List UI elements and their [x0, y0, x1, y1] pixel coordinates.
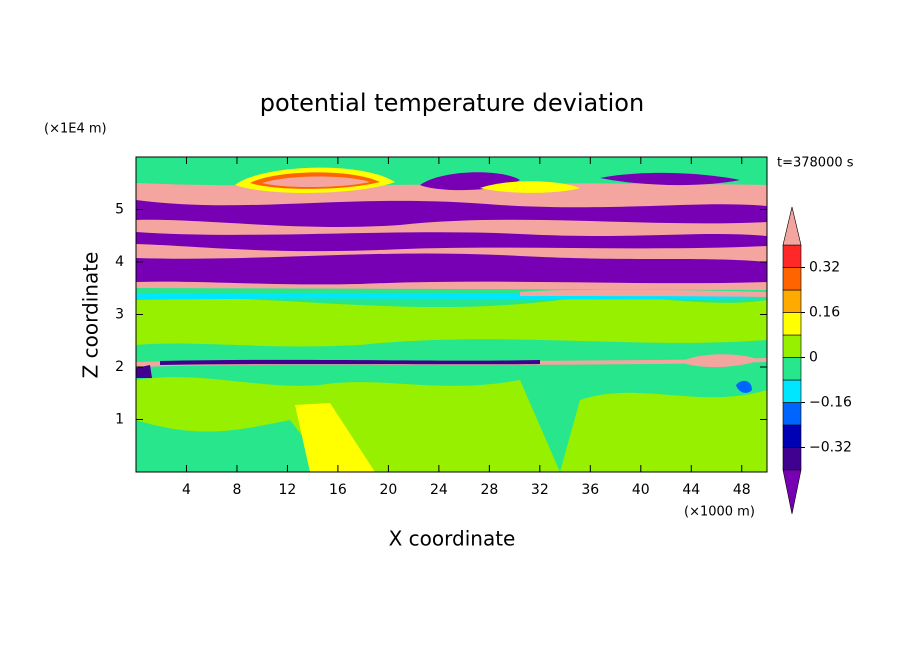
contour-region	[262, 176, 370, 188]
contour-field	[136, 157, 767, 472]
x-tick-label: 8	[232, 482, 241, 498]
contour-region	[560, 390, 767, 472]
colorbar-box	[782, 447, 802, 471]
x-tick-label: 44	[682, 482, 700, 498]
x-tick-label: 28	[480, 482, 498, 498]
colorbar-over	[782, 206, 802, 246]
x-tick-label: 48	[733, 482, 751, 498]
colorbar-box	[782, 424, 802, 448]
colorbar-under	[782, 469, 802, 515]
colorbar-box	[782, 312, 802, 336]
x-tick-label: 16	[329, 482, 347, 498]
y-axis-label: Z coordinate	[79, 252, 103, 379]
x-tick-label: 12	[279, 482, 297, 498]
y-tick-label: 4	[115, 254, 124, 270]
colorbar-box	[782, 289, 802, 313]
chart-title: potential temperature deviation	[260, 89, 644, 117]
contour-region	[136, 365, 152, 378]
contour-region	[160, 359, 540, 365]
contour-region	[295, 403, 375, 472]
colorbar-box	[782, 402, 802, 426]
contour-region	[136, 200, 767, 227]
y-tick-label: 3	[115, 307, 124, 323]
colorbar-tick-label: −0.32	[809, 440, 852, 456]
colorbar-tick-label: 0.32	[809, 260, 840, 276]
x-tick-label: 20	[379, 482, 397, 498]
x-unit: (×1000 m)	[684, 505, 755, 520]
y-tick-label: 2	[115, 359, 124, 375]
contour-region	[136, 232, 767, 252]
x-tick-label: 40	[632, 482, 650, 498]
colorbar-tick-label: 0.16	[809, 305, 840, 321]
contour-region	[136, 297, 767, 347]
x-axis-label: X coordinate	[389, 527, 516, 551]
colorbar-box	[782, 267, 802, 291]
contour-region	[136, 253, 767, 285]
y-unit: (×1E4 m)	[44, 122, 107, 137]
contour-region	[520, 289, 767, 297]
colorbar-box	[782, 379, 802, 403]
contour-region	[136, 420, 330, 472]
time-annotation: t=378000 s	[777, 156, 854, 171]
colorbar-box	[782, 244, 802, 268]
colorbar-box	[782, 334, 802, 358]
contour-region	[680, 354, 760, 368]
contour-region	[736, 380, 752, 393]
colorbar-box	[782, 357, 802, 381]
x-tick-label: 32	[531, 482, 549, 498]
y-tick-label: 1	[115, 412, 124, 428]
contour-region	[480, 181, 580, 193]
x-tick-label: 4	[182, 482, 191, 498]
colorbar-tick-label: 0	[809, 350, 818, 366]
y-tick-label: 5	[115, 202, 124, 218]
colorbar-tick-label: −0.16	[809, 395, 852, 411]
x-tick-label: 24	[430, 482, 448, 498]
contour-region	[600, 172, 740, 186]
x-tick-label: 36	[581, 482, 599, 498]
